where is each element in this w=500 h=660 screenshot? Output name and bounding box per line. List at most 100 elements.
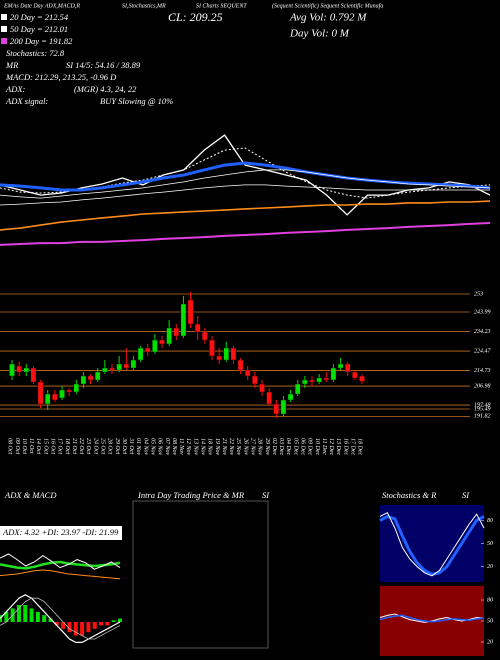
x-tick-label: 07 Nov xyxy=(164,438,170,456)
line-series xyxy=(0,200,491,231)
x-tick-label: 08 Nov xyxy=(171,438,177,456)
x-tick-label: 22 Oct xyxy=(78,438,84,454)
candle-body xyxy=(323,377,330,381)
line-series xyxy=(0,147,491,199)
candle-body xyxy=(337,363,344,369)
candle-body xyxy=(244,369,251,377)
candle-body xyxy=(144,347,151,353)
candle-body xyxy=(94,371,101,381)
histogram-bar xyxy=(111,620,116,622)
candle-body xyxy=(80,375,87,385)
candle-body xyxy=(87,375,94,381)
header: SI Charts SEQUENT xyxy=(196,3,247,9)
x-tick-label: 12 Nov xyxy=(185,438,191,456)
candle-body xyxy=(16,365,22,373)
line-series xyxy=(0,594,121,643)
line-series xyxy=(0,169,491,199)
candle-body xyxy=(344,363,351,373)
histogram-bar xyxy=(16,605,21,622)
y-tick-label: 195.49 xyxy=(474,405,491,412)
line-series xyxy=(0,553,121,570)
candle-body xyxy=(23,367,30,373)
candle-body xyxy=(316,377,322,383)
candle-body xyxy=(173,327,180,337)
x-tick-label: 17 Dec xyxy=(349,438,355,455)
x-tick-label: 06 Dec xyxy=(299,438,305,455)
line-series xyxy=(0,569,121,580)
day-volume: Day Vol: 0 M xyxy=(289,28,350,40)
histogram-bar xyxy=(92,622,97,629)
x-tick-label: 15 Oct xyxy=(42,438,48,454)
x-tick-label: 18 Nov xyxy=(207,438,213,456)
y-tick-label: 224.47 xyxy=(474,347,492,354)
x-tick-label: 26 Nov xyxy=(242,438,248,456)
indicator: Stochastics: 72.8 xyxy=(6,48,65,58)
candle-body xyxy=(66,389,72,393)
x-tick-label: 06 Nov xyxy=(157,438,163,456)
y-tick-label: 20 xyxy=(487,639,493,645)
panel-background xyxy=(380,505,484,582)
indicator: ADX: xyxy=(5,84,26,94)
x-tick-label: 21 Nov xyxy=(221,438,227,456)
header: (Sequent Scientific) Sequent Scientific … xyxy=(272,2,383,9)
y-tick-label: 253 xyxy=(474,291,483,297)
y-tick-label: 234.23 xyxy=(474,328,491,335)
x-tick-label: 09 Oct xyxy=(14,438,20,454)
y-tick-label: 80 xyxy=(487,518,493,524)
candle-body xyxy=(102,367,108,373)
header: EMAs Date Day ADX,MACD,R xyxy=(3,3,80,9)
x-tick-label: 09 Dec xyxy=(307,438,313,455)
histogram-bar xyxy=(99,622,104,626)
x-tick-label: 08 Oct xyxy=(7,438,13,454)
x-tick-label: 28 Nov xyxy=(257,438,263,456)
x-tick-label: 24 Oct xyxy=(92,438,99,454)
candle-body xyxy=(30,367,37,383)
y-tick-label: 197.48 xyxy=(474,401,491,408)
y-tick-label: 243.99 xyxy=(474,308,491,315)
x-tick-label: 14 Oct xyxy=(35,438,42,454)
candle-body xyxy=(180,303,187,337)
x-tick-label: 05 Nov xyxy=(149,438,155,456)
candle-body xyxy=(44,393,51,405)
candle-body xyxy=(302,379,308,385)
x-tick-label: 10 Oct xyxy=(21,438,27,454)
x-tick-label: 05 Dec xyxy=(292,438,298,455)
histogram-bar xyxy=(105,622,110,626)
histogram-bar xyxy=(23,605,28,622)
x-tick-label: 21 Oct xyxy=(71,438,77,454)
candle-body xyxy=(266,391,272,405)
candle-body xyxy=(137,347,144,361)
indicator: 200 Day = 191.82 xyxy=(10,36,73,46)
indicator: BUY Slowing @ 10% xyxy=(100,96,173,106)
candle-body xyxy=(52,393,58,401)
x-tick-label: 29 Oct xyxy=(114,438,120,454)
candle-body xyxy=(9,363,15,377)
candle-body xyxy=(116,363,122,371)
x-tick-label: 16 Oct xyxy=(49,438,55,454)
x-tick-label: 03 Dec xyxy=(278,438,284,455)
indicator: 20 Day = 212.54 xyxy=(10,12,69,22)
x-tick-label: 25 Oct xyxy=(99,438,105,454)
histogram-bar xyxy=(48,618,53,622)
x-tick-label: 31 Oct xyxy=(128,437,134,454)
line-series xyxy=(0,560,121,570)
candle-body xyxy=(152,339,158,353)
close-price: CL: 209.25 xyxy=(168,10,223,24)
line-series xyxy=(0,597,121,640)
histogram-bar xyxy=(118,618,122,622)
candle-body xyxy=(252,375,258,385)
candle-body xyxy=(187,299,194,325)
histogram-bar xyxy=(80,622,85,636)
candle-body xyxy=(73,383,80,393)
x-tick-label: 16 Dec xyxy=(342,438,348,455)
histogram-bar xyxy=(61,622,66,629)
candle-body xyxy=(359,375,365,382)
line-series xyxy=(379,512,485,577)
indicator: SI 14/5: 54.16 / 38.89 xyxy=(66,60,141,70)
x-tick-label: 11 Oct xyxy=(28,438,34,454)
x-tick-label: 14 Nov xyxy=(199,438,206,456)
histogram-bar xyxy=(0,615,2,622)
x-tick-label: 10 Dec xyxy=(314,438,320,455)
histogram-bar xyxy=(35,611,40,622)
